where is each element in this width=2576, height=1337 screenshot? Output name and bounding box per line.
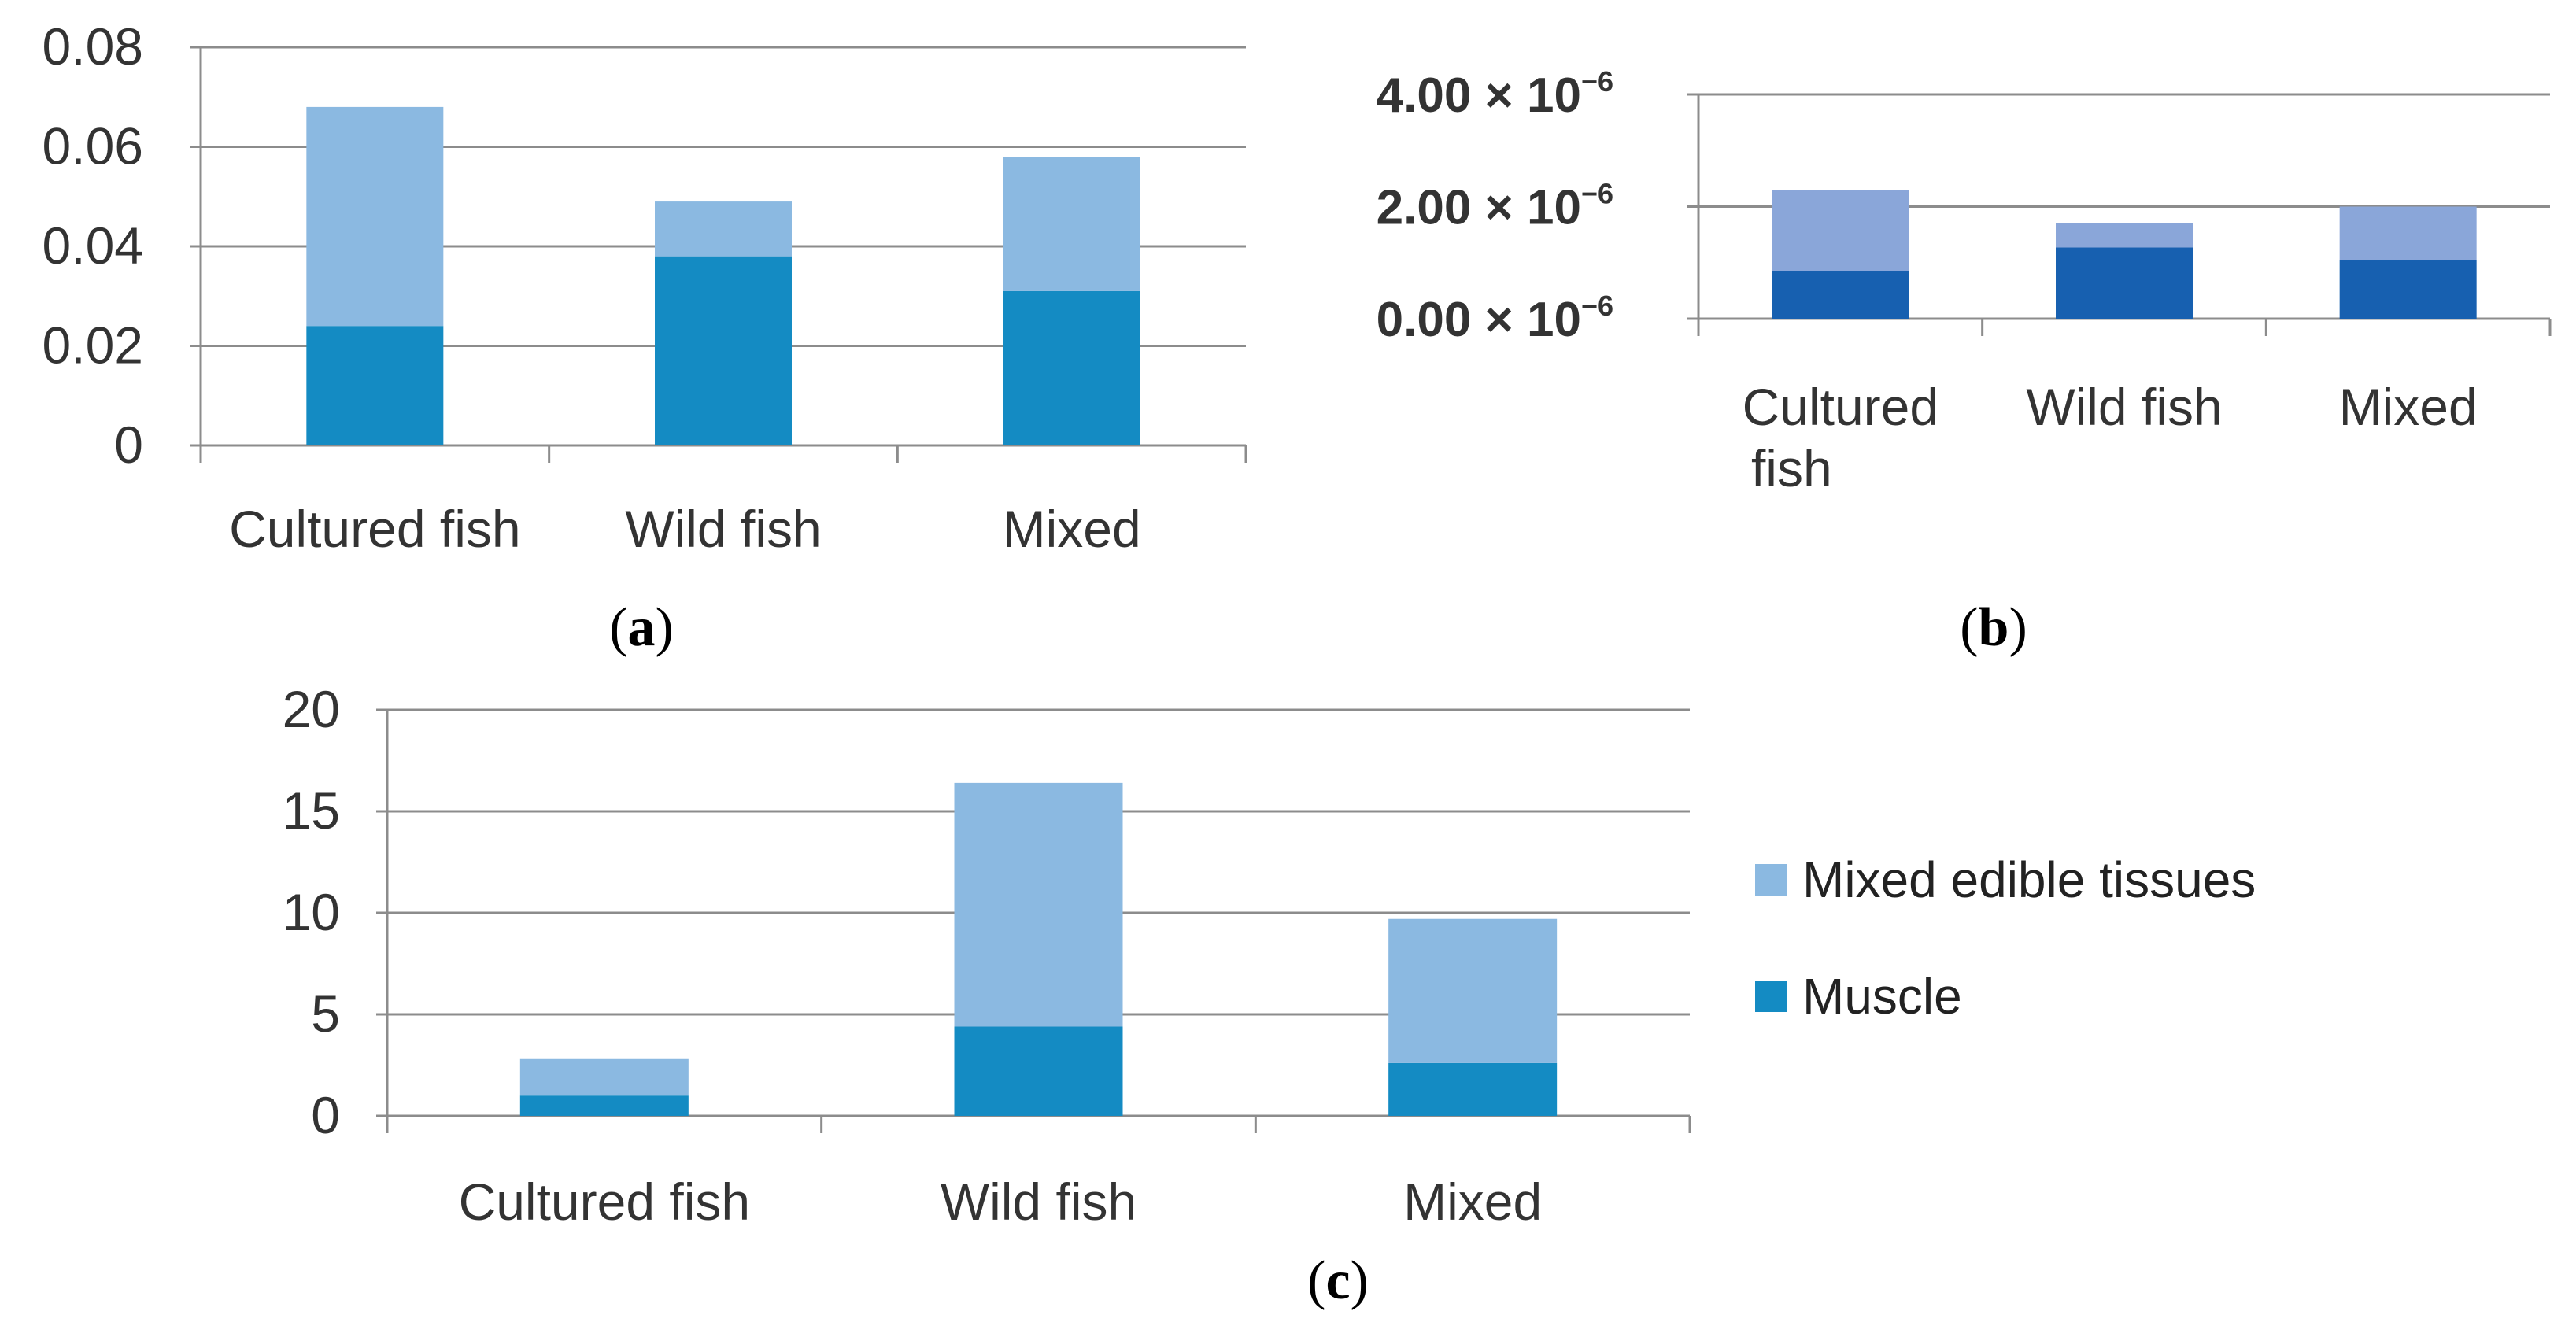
legend-c: Mixed edible tissues Muscle [1755, 851, 2256, 1025]
chart-a: 0 0.02 0.04 0.06 0.08 Cultured fish Wild fish M… [43, 17, 1247, 558]
x-tick-label: Wild fish [625, 500, 821, 558]
y-tick-label: 20 [283, 680, 340, 738]
bar-muscle [2339, 260, 2477, 319]
x-tick-label: Mixed [1403, 1173, 1542, 1231]
x-tick-label: Cultured fish [1743, 378, 1938, 497]
x-tick-label: Wild fish [2026, 378, 2222, 436]
bar-muscle [519, 1095, 689, 1116]
y-tick-label: 0 [311, 1086, 340, 1144]
bar-mixed-edible-tissues [655, 201, 792, 257]
bar-muscle [1772, 271, 1909, 319]
legend-label: Muscle [1802, 968, 1962, 1025]
legend-swatch [1755, 864, 1787, 896]
x-tick-label: Mixed [1003, 500, 1141, 558]
bar-mixed-edible-tissues [1388, 918, 1558, 1063]
caption-c: (c) [1307, 1250, 1369, 1311]
bar-muscle [954, 1026, 1123, 1116]
bar-mixed-edible-tissues [1772, 190, 1909, 271]
x-tick-label: Mixed [2339, 378, 2478, 436]
y-tick-label: 0 [114, 416, 143, 474]
y-tick-label: 0.04 [43, 216, 143, 275]
x-tick-label: Cultured fish [459, 1173, 751, 1231]
legend-label: Mixed edible tissues [1802, 851, 2256, 908]
y-tick-label: 0.02 [43, 316, 143, 375]
y-tick-label: 4.00 × 10−6 [1377, 65, 1613, 123]
bar-muscle [1388, 1062, 1558, 1116]
bar-mixed-edible-tissues [2339, 206, 2477, 260]
y-tick-label: 0.00 × 10−6 [1377, 290, 1613, 347]
y-tick-label: 0.08 [43, 17, 143, 76]
bar-muscle [655, 256, 792, 445]
bar-muscle [1003, 290, 1140, 445]
y-tick-label: 0.06 [43, 117, 143, 175]
bar-mixed-edible-tissues [1003, 157, 1140, 291]
legend-swatch [1755, 981, 1787, 1012]
caption-b: (b) [1960, 597, 2027, 658]
y-tick-label: 10 [283, 883, 340, 941]
y-tick-label: 2.00 × 10−6 [1377, 178, 1613, 235]
bar-muscle [306, 326, 444, 445]
bar-mixed-edible-tissues [519, 1058, 689, 1096]
bar-mixed-edible-tissues [954, 782, 1123, 1027]
x-tick-label: Wild fish [941, 1173, 1136, 1231]
chart-c: 0 5 10 15 20 Cultured fish Wild fish Mixed [283, 680, 1691, 1231]
bar-muscle [2056, 247, 2193, 319]
x-tick-label: Cultured fish [229, 500, 521, 558]
bar-mixed-edible-tissues [306, 106, 444, 327]
y-tick-label: 15 [283, 781, 340, 840]
y-tick-label: 5 [311, 984, 340, 1043]
caption-a: (a) [609, 597, 674, 658]
chart-b: 0.00 × 10−6 2.00 × 10−6 4.00 × 10−6 Culture… [1377, 65, 2552, 497]
bar-mixed-edible-tissues [2056, 223, 2193, 248]
